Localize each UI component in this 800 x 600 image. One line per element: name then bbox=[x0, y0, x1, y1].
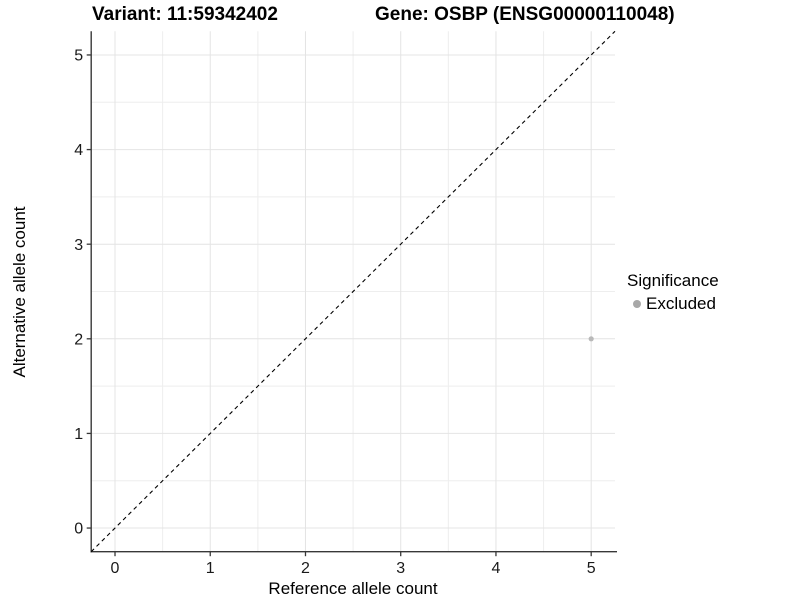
identity-reference-line bbox=[90, 30, 616, 553]
y-tick-label: 4 bbox=[74, 142, 83, 159]
x-tick-label: 4 bbox=[492, 560, 501, 577]
y-tick-label: 5 bbox=[74, 48, 83, 65]
x-tick-label: 1 bbox=[206, 560, 215, 577]
x-tick-label: 0 bbox=[111, 560, 120, 577]
x-tick-label: 2 bbox=[301, 560, 310, 577]
y-tick-label: 1 bbox=[74, 426, 83, 443]
x-tick-label: 3 bbox=[396, 560, 405, 577]
data-point bbox=[588, 336, 594, 342]
x-tick-label: 5 bbox=[587, 560, 596, 577]
legend-title: Significance bbox=[627, 271, 719, 290]
excluded-point-icon bbox=[633, 300, 641, 308]
legend: Significance Excluded bbox=[627, 271, 719, 314]
x-axis-label: Reference allele count bbox=[268, 579, 438, 598]
legend-item-excluded: Excluded bbox=[627, 294, 719, 314]
gene-title: Gene: OSBP (ENSG00000110048) bbox=[375, 4, 675, 25]
y-axis-label: Alternative allele count bbox=[10, 206, 29, 378]
variant-title: Variant: 11:59342402 bbox=[92, 4, 278, 25]
y-tick-label: 2 bbox=[74, 331, 83, 348]
y-tick-label: 0 bbox=[74, 521, 83, 538]
legend-item-label: Excluded bbox=[646, 294, 716, 313]
y-tick-label: 3 bbox=[74, 237, 83, 254]
